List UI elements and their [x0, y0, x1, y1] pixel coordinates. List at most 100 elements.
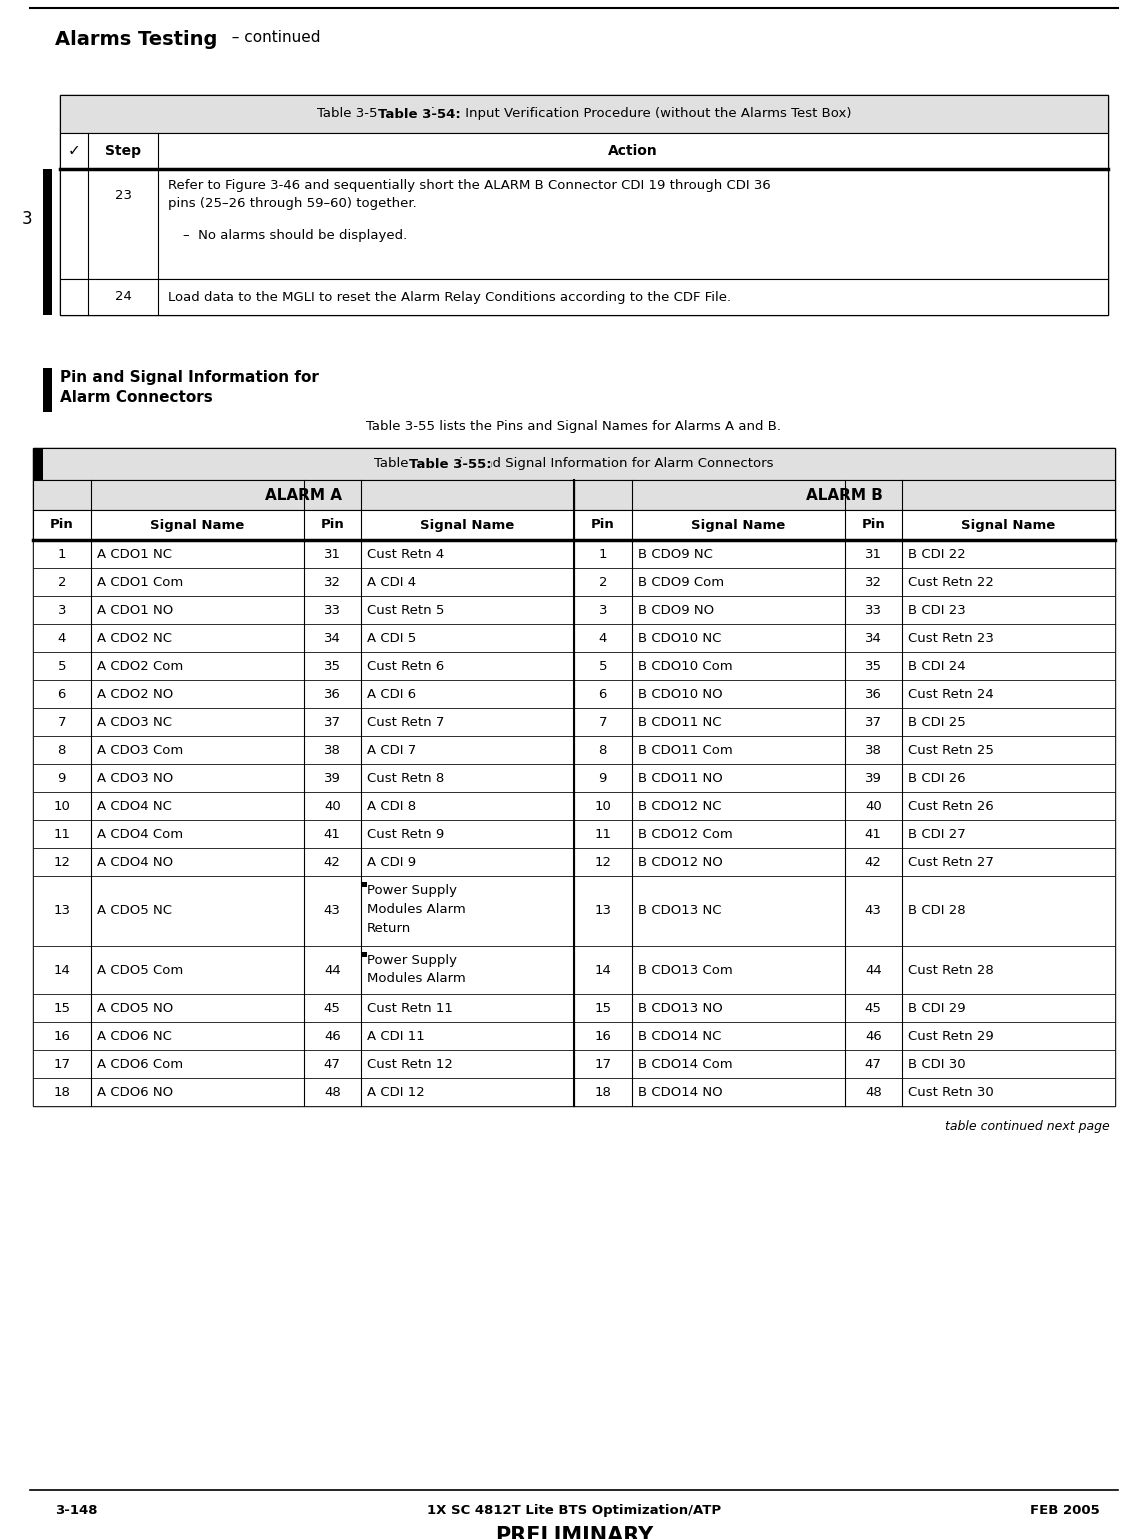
Text: 38: 38 — [864, 743, 882, 757]
Text: B CDI 22: B CDI 22 — [908, 548, 965, 560]
Text: 33: 33 — [324, 603, 341, 617]
Bar — [42, 169, 52, 315]
Text: table continued next page: table continued next page — [945, 1120, 1110, 1133]
Text: 3: 3 — [22, 209, 32, 228]
Bar — [33, 680, 1115, 708]
Text: 14: 14 — [595, 963, 611, 977]
Text: 15: 15 — [53, 1002, 70, 1014]
Text: 10: 10 — [595, 799, 611, 813]
Text: 18: 18 — [595, 1085, 611, 1099]
Text: Cust Retn 25: Cust Retn 25 — [908, 743, 994, 757]
Text: 8: 8 — [57, 743, 65, 757]
Text: Table 3-55:: Table 3-55: — [409, 457, 491, 471]
Text: 42: 42 — [324, 856, 341, 868]
Bar — [33, 820, 1115, 848]
Text: Cust Retn 9: Cust Retn 9 — [367, 828, 444, 840]
Bar — [33, 736, 1115, 763]
Text: B CDO14 NC: B CDO14 NC — [637, 1030, 721, 1042]
Text: Cust Retn 8: Cust Retn 8 — [367, 771, 444, 785]
Text: Cust Retn 24: Cust Retn 24 — [908, 688, 994, 700]
Text: A CDO4 Com: A CDO4 Com — [96, 828, 183, 840]
Bar — [362, 882, 367, 886]
Text: A CDO6 NC: A CDO6 NC — [96, 1030, 171, 1042]
Text: Modules Alarm: Modules Alarm — [367, 973, 466, 985]
Text: 11: 11 — [595, 828, 611, 840]
Bar — [42, 368, 52, 412]
Text: 44: 44 — [864, 963, 882, 977]
Text: 13: 13 — [53, 905, 70, 917]
Text: 24: 24 — [115, 291, 131, 303]
Text: A CDO4 NO: A CDO4 NO — [96, 856, 172, 868]
Text: B CDI 29: B CDI 29 — [908, 1002, 965, 1014]
Text: 48: 48 — [324, 1085, 341, 1099]
Text: 32: 32 — [324, 576, 341, 588]
Text: 16: 16 — [595, 1030, 611, 1042]
Text: 45: 45 — [864, 1002, 882, 1014]
Text: 5: 5 — [598, 660, 607, 673]
Text: 16: 16 — [53, 1030, 70, 1042]
Text: A CDI 12: A CDI 12 — [367, 1085, 425, 1099]
Text: Table 3-55 lists the Pins and Signal Names for Alarms A and B.: Table 3-55 lists the Pins and Signal Nam… — [366, 420, 782, 432]
Text: 38: 38 — [324, 743, 341, 757]
Text: 3: 3 — [57, 603, 67, 617]
Text: B CDI 26: B CDI 26 — [908, 771, 965, 785]
Text: A CDI 8: A CDI 8 — [367, 799, 417, 813]
Text: B CDO12 NO: B CDO12 NO — [637, 856, 722, 868]
Bar — [60, 95, 1108, 315]
Text: 8: 8 — [598, 743, 607, 757]
Text: 45: 45 — [324, 1002, 341, 1014]
Text: A CDO3 Com: A CDO3 Com — [96, 743, 183, 757]
Text: 15: 15 — [595, 1002, 611, 1014]
Bar — [33, 876, 1115, 946]
Text: 12: 12 — [595, 856, 611, 868]
Text: A CDO1 NO: A CDO1 NO — [96, 603, 173, 617]
Text: B CDO10 NC: B CDO10 NC — [637, 631, 721, 645]
Text: A CDO2 NO: A CDO2 NO — [96, 688, 173, 700]
Text: B CDO9 Com: B CDO9 Com — [637, 576, 723, 588]
Text: 11: 11 — [53, 828, 70, 840]
Text: 48: 48 — [864, 1085, 882, 1099]
Text: Cust Retn 7: Cust Retn 7 — [367, 716, 444, 728]
Text: 44: 44 — [324, 963, 341, 977]
Text: 47: 47 — [864, 1057, 882, 1071]
Text: Cust Retn 28: Cust Retn 28 — [908, 963, 994, 977]
Text: B CDI 24: B CDI 24 — [908, 660, 965, 673]
Text: Pin: Pin — [591, 519, 614, 531]
Text: B CDO14 Com: B CDO14 Com — [637, 1057, 732, 1071]
Text: A CDO3 NO: A CDO3 NO — [96, 771, 173, 785]
Bar — [33, 568, 1115, 596]
Text: 37: 37 — [864, 716, 882, 728]
Text: Cust Retn 27: Cust Retn 27 — [908, 856, 994, 868]
Text: 34: 34 — [864, 631, 882, 645]
Text: B CDO10 NO: B CDO10 NO — [637, 688, 722, 700]
Text: Cust Retn 5: Cust Retn 5 — [367, 603, 444, 617]
Text: A CDO1 Com: A CDO1 Com — [96, 576, 183, 588]
Text: Alarms Testing: Alarms Testing — [55, 29, 217, 49]
Text: Action: Action — [608, 145, 658, 159]
Text: A CDI 11: A CDI 11 — [367, 1030, 425, 1042]
Text: Power Supply: Power Supply — [367, 954, 457, 966]
Text: Signal Name: Signal Name — [691, 519, 785, 531]
Text: 3: 3 — [598, 603, 607, 617]
Text: B CDO10 Com: B CDO10 Com — [637, 660, 732, 673]
Text: B CDO14 NO: B CDO14 NO — [637, 1085, 722, 1099]
Text: 17: 17 — [53, 1057, 70, 1071]
Text: A CDI 4: A CDI 4 — [367, 576, 417, 588]
Text: – continued: – continued — [222, 29, 320, 45]
Text: B CDI 30: B CDI 30 — [908, 1057, 965, 1071]
Bar — [33, 1077, 1115, 1107]
Text: 36: 36 — [324, 688, 341, 700]
Text: Cust Retn 6: Cust Retn 6 — [367, 660, 444, 673]
Bar — [33, 509, 1115, 540]
Text: Return: Return — [367, 922, 411, 936]
Text: Cust Retn 22: Cust Retn 22 — [908, 576, 994, 588]
Text: PRELIMINARY: PRELIMINARY — [495, 1527, 653, 1539]
Text: 6: 6 — [598, 688, 607, 700]
Bar — [33, 1022, 1115, 1050]
Text: B CDI 25: B CDI 25 — [908, 716, 965, 728]
Text: B CDO11 NC: B CDO11 NC — [637, 716, 721, 728]
Text: Power Supply: Power Supply — [367, 883, 457, 897]
Text: B CDO11 Com: B CDO11 Com — [637, 743, 732, 757]
Text: 2: 2 — [598, 576, 607, 588]
Text: –  No alarms should be displayed.: – No alarms should be displayed. — [183, 229, 408, 242]
